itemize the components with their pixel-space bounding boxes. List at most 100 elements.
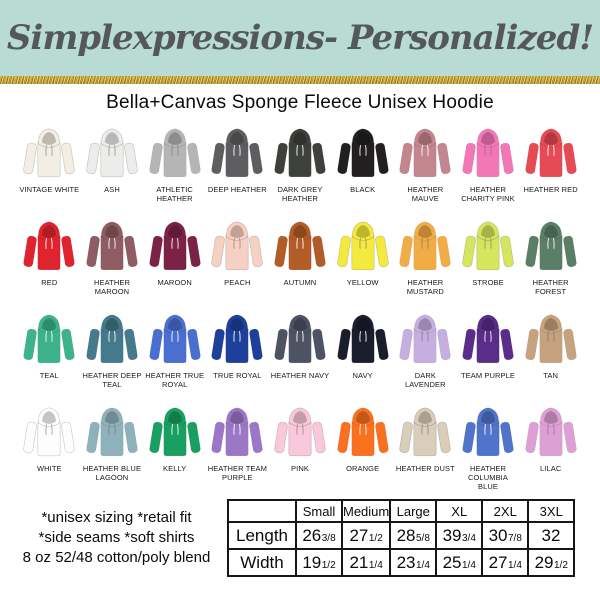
hoodie-swatch: HEATHER CHARITY PINK xyxy=(457,121,520,214)
hoodie-swatch: HEATHER MUSTARD xyxy=(394,214,457,307)
hoodie-swatch: MAROON xyxy=(143,214,206,307)
hoodie-label: HEATHER MAROON xyxy=(93,278,130,296)
hoodie-icon xyxy=(462,314,514,364)
hoodie-icon xyxy=(524,407,577,457)
glitter-divider xyxy=(0,76,600,84)
hoodie-swatch: PINK xyxy=(269,400,332,493)
size-cell: 211/4 xyxy=(340,548,392,577)
product-title: Bella+Canvas Sponge Fleece Unisex Hoodie xyxy=(106,92,494,113)
hoodie-label: HEATHER DUST xyxy=(395,464,455,473)
hoodie-swatch: AUTUMN xyxy=(269,214,332,307)
hoodie-label: PINK xyxy=(291,464,309,473)
hoodie-icon xyxy=(211,128,264,178)
hoodie-swatch: HEATHER RED xyxy=(519,121,582,214)
hoodie-label: DEEP HEATHER xyxy=(207,185,267,194)
hoodie-icon xyxy=(86,314,138,364)
hoodie-label: TEAM PURPLE xyxy=(460,371,515,380)
hoodie-swatch: HEATHER TRUE ROYAL xyxy=(143,307,206,400)
hoodie-icon xyxy=(211,221,264,271)
size-cell: 32 xyxy=(527,521,576,550)
hoodie-icon xyxy=(86,407,138,457)
size-cell: 285/8 xyxy=(389,521,438,550)
hoodie-label: ORANGE xyxy=(346,464,380,473)
hoodie-label: DARK LAVENDER xyxy=(404,371,446,389)
hoodie-label: ATHLETIC HEATHER xyxy=(156,185,193,203)
hoodie-icon xyxy=(399,221,452,271)
hoodie-icon xyxy=(399,128,452,178)
hoodie-swatch: ORANGE xyxy=(331,400,394,493)
hoodie-label: STROBE xyxy=(472,278,504,287)
hoodie-swatch: HEATHER DEEP TEAL xyxy=(81,307,144,400)
hoodie-label: TAN xyxy=(543,371,559,380)
hoodie-label: WHITE xyxy=(36,464,62,473)
hoodie-label: MAROON xyxy=(157,278,192,287)
hoodie-icon xyxy=(23,407,76,457)
hoodie-swatch: TRUE ROYAL xyxy=(206,307,269,400)
row-label-width: Width xyxy=(240,552,284,572)
hoodie-icon xyxy=(23,314,76,364)
hoodie-swatch: WHITE xyxy=(18,400,81,493)
hoodie-label: LILAC xyxy=(539,464,562,473)
hoodie-label: PEACH xyxy=(224,278,251,287)
hoodie-icon xyxy=(399,407,452,457)
hoodie-swatch: NAVY xyxy=(331,307,394,400)
size-column-header: 3XL xyxy=(527,499,576,523)
hoodie-icon xyxy=(462,128,514,178)
hoodie-label: HEATHER MUSTARD xyxy=(406,278,444,296)
size-cell: 251/4 xyxy=(435,548,484,577)
hoodie-icon xyxy=(86,221,138,271)
hoodie-label: ASH xyxy=(104,185,120,194)
size-cell: 231/4 xyxy=(389,548,438,577)
hoodie-icon xyxy=(274,128,326,178)
hoodie-icon xyxy=(336,314,389,364)
hoodie-icon xyxy=(336,407,389,457)
row-label-length: Length xyxy=(236,525,288,545)
hoodie-icon xyxy=(336,221,389,271)
hoodie-label: VINTAGE WHITE xyxy=(19,185,80,194)
hoodie-swatch: DEEP HEATHER xyxy=(206,121,269,214)
hoodie-icon xyxy=(211,314,264,364)
detail-line: *unisex sizing *retail fit xyxy=(41,509,192,527)
hoodie-swatch: HEATHER MAROON xyxy=(81,214,144,307)
hoodie-icon xyxy=(524,314,577,364)
hoodie-swatch: VINTAGE WHITE xyxy=(18,121,81,214)
brand-banner: Simplexpressions- Personalized! xyxy=(0,0,600,76)
hoodie-icon xyxy=(148,221,201,271)
hoodie-label: DARK GREY HEATHER xyxy=(277,185,323,203)
hoodie-icon xyxy=(274,221,326,271)
hoodie-icon xyxy=(148,128,201,178)
hoodie-swatch: DARK GREY HEATHER xyxy=(269,121,332,214)
size-cell: 393/4 xyxy=(435,521,484,550)
hoodie-swatch: HEATHER FOREST xyxy=(519,214,582,307)
hoodie-icon xyxy=(148,407,201,457)
hoodie-swatch: HEATHER COLUMBIA BLUE xyxy=(457,400,520,493)
size-cell: 271/2 xyxy=(340,521,392,550)
hoodie-swatch: PEACH xyxy=(206,214,269,307)
hoodie-swatch: TEAM PURPLE xyxy=(457,307,520,400)
hoodie-label: HEATHER TRUE ROYAL xyxy=(145,371,205,389)
hoodie-swatch: DARK LAVENDER xyxy=(394,307,457,400)
hoodie-swatch: HEATHER DUST xyxy=(394,400,457,493)
hoodie-icon xyxy=(336,128,389,178)
hoodie-swatch: KELLY xyxy=(143,400,206,493)
hoodie-swatch: HEATHER BLUE LAGOON xyxy=(81,400,144,493)
size-chart-table: Small Medium Large XL 2XL 3XL Length 263… xyxy=(227,499,576,577)
hoodie-icon xyxy=(274,314,326,364)
hoodie-icon xyxy=(462,221,514,271)
hoodie-icon xyxy=(399,314,452,364)
hoodie-swatch: RED xyxy=(18,214,81,307)
size-column-header: Medium xyxy=(340,499,392,523)
hoodie-swatch: STROBE xyxy=(457,214,520,307)
size-cell: 191/2 xyxy=(295,548,343,577)
hoodie-label: HEATHER COLUMBIA BLUE xyxy=(467,464,508,491)
hoodie-swatch: HEATHER NAVY xyxy=(269,307,332,400)
hoodie-icon xyxy=(274,407,326,457)
hoodie-label: HEATHER RED xyxy=(523,185,578,194)
hoodie-label: BLACK xyxy=(350,185,376,194)
detail-line: *side seams *soft shirts xyxy=(38,529,195,547)
product-details: *unisex sizing *retail fit *side seams *… xyxy=(14,508,219,567)
size-chart-corner xyxy=(227,499,297,523)
hoodie-label: HEATHER TEAM PURPLE xyxy=(207,464,267,482)
hoodie-swatch: HEATHER TEAM PURPLE xyxy=(206,400,269,493)
